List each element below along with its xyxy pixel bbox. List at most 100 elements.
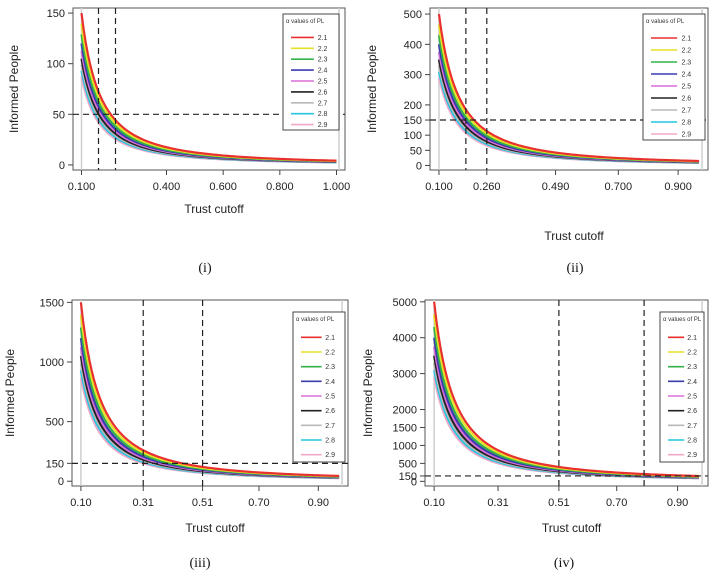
series-line-2.1 xyxy=(433,301,699,478)
y-axis-label: Informed People xyxy=(365,45,379,133)
x-axis-label: Trust cutoff xyxy=(544,229,604,243)
legend-box xyxy=(282,13,340,131)
y-tick-label: 1000 xyxy=(393,440,417,452)
legend-label-2.8: 2.8 xyxy=(318,111,328,118)
x-tick-label: 0.400 xyxy=(153,181,181,193)
legend-label-2.8: 2.8 xyxy=(687,438,697,445)
legend-title: α values of PL xyxy=(646,19,685,25)
legend-label-2.5: 2.5 xyxy=(687,394,697,401)
series-line-2.1 xyxy=(79,302,340,478)
legend-label-2.7: 2.7 xyxy=(325,423,335,430)
legend-label-2.5: 2.5 xyxy=(681,84,691,91)
legend-title: α values of PL xyxy=(286,19,325,25)
legend-title: α values of PL xyxy=(296,317,335,323)
y-tick-label: 500 xyxy=(399,458,417,470)
x-tick-label: 0.700 xyxy=(605,181,633,193)
chart-panel-1: 0 50 100 150 0.100 0.400 0.600 0.800 1.000 α valu… xyxy=(7,7,351,276)
y-tick-label: 150 xyxy=(46,458,64,470)
legend-label-2.1: 2.1 xyxy=(325,335,335,342)
legend-label-2.1: 2.1 xyxy=(318,35,328,42)
legend-label-2.6: 2.6 xyxy=(318,89,328,96)
y-tick-label: 1500 xyxy=(40,297,64,309)
x-tick-label: 0.70 xyxy=(606,497,627,509)
y-axis-label: Informed People xyxy=(361,349,375,437)
legend: α values of PL 2.1 2.2 2.3 2.4 2.5 2.6 2.7 2.8 2.… xyxy=(642,13,706,141)
x-axis-label: Trust cutoff xyxy=(542,521,602,535)
x-tick-label: 0.490 xyxy=(542,181,570,193)
y-tick-label: 0 xyxy=(416,160,422,172)
y-tick-label: 4000 xyxy=(393,333,417,345)
y-tick-label: 400 xyxy=(404,39,422,51)
x-tick-label: 0.100 xyxy=(425,181,453,193)
y-tick-label: 1500 xyxy=(393,422,417,434)
x-tick-label: 0.31 xyxy=(133,497,154,509)
y-tick-label: 1000 xyxy=(40,357,64,369)
x-tick-label: 1.000 xyxy=(323,181,351,193)
legend-label-2.6: 2.6 xyxy=(325,408,335,415)
x-tick-label: 0.100 xyxy=(68,181,96,193)
chart-panel-2: 0 50 100 150 200 300 400 500 0.100 0.260 0.490 0.70… xyxy=(365,7,709,276)
x-tick-label: 0.800 xyxy=(266,181,294,193)
panel-caption: (ii) xyxy=(566,261,583,276)
legend: α values of PL 2.1 2.2 2.3 2.4 2.5 2.6 2.7 2.8 2.… xyxy=(292,311,346,463)
y-tick-label: 200 xyxy=(404,100,422,112)
legend-label-2.6: 2.6 xyxy=(687,408,697,415)
x-axis-label: Trust cutoff xyxy=(185,521,245,535)
x-tick-label: 0.600 xyxy=(209,181,237,193)
legend-label-2.4: 2.4 xyxy=(687,379,697,386)
legend-label-2.3: 2.3 xyxy=(325,364,335,371)
legend-label-2.5: 2.5 xyxy=(325,394,335,401)
y-axis-label: Informed People xyxy=(7,45,21,133)
legend-label-2.1: 2.1 xyxy=(681,36,691,43)
legend-label-2.4: 2.4 xyxy=(325,379,335,386)
y-tick-label: 5000 xyxy=(393,297,417,309)
legend-label-2.2: 2.2 xyxy=(687,350,697,357)
y-tick-label: 500 xyxy=(46,417,64,429)
y-tick-label: 100 xyxy=(47,59,65,71)
panel-caption: (iv) xyxy=(554,556,575,571)
x-tick-label: 0.260 xyxy=(473,181,501,193)
y-tick-label: 150 xyxy=(47,8,65,20)
legend-label-2.2: 2.2 xyxy=(325,350,335,357)
legend-label-2.7: 2.7 xyxy=(681,108,691,115)
x-tick-label: 0.31 xyxy=(487,497,508,509)
legend-label-2.1: 2.1 xyxy=(687,335,697,342)
legend-label-2.3: 2.3 xyxy=(681,60,691,67)
legend-label-2.4: 2.4 xyxy=(318,68,328,75)
y-tick-label: 2000 xyxy=(393,405,417,417)
legend-box xyxy=(642,13,706,141)
y-tick-label: 0 xyxy=(59,160,65,172)
legend-label-2.7: 2.7 xyxy=(687,423,697,430)
series-line-2.1 xyxy=(437,13,700,163)
y-tick-label: 50 xyxy=(410,145,422,157)
series-line-2.1 xyxy=(80,12,337,162)
legend-label-2.6: 2.6 xyxy=(681,96,691,103)
y-axis-label: Informed People xyxy=(3,349,17,437)
chart-panel-3: 0 150 500 1000 1500 0.10 0.31 0.51 0.70 0.90 α val… xyxy=(3,297,349,571)
x-tick-label: 0.51 xyxy=(548,497,569,509)
x-tick-label: 0.51 xyxy=(192,497,213,509)
y-tick-label: 150 xyxy=(399,471,417,483)
y-tick-label: 500 xyxy=(404,9,422,21)
x-tick-label: 0.90 xyxy=(308,497,329,509)
legend-label-2.3: 2.3 xyxy=(318,57,328,64)
y-tick-label: 300 xyxy=(404,70,422,82)
legend-label-2.2: 2.2 xyxy=(681,48,691,55)
x-tick-label: 0.90 xyxy=(667,497,688,509)
y-tick-label: 50 xyxy=(53,109,65,121)
legend-label-2.9: 2.9 xyxy=(318,122,328,129)
y-tick-label: 3000 xyxy=(393,369,417,381)
panel-caption: (i) xyxy=(198,261,212,276)
legend-label-2.9: 2.9 xyxy=(687,452,697,459)
legend-label-2.7: 2.7 xyxy=(318,100,328,107)
x-tick-label: 0.10 xyxy=(423,497,444,509)
x-tick-label: 0.10 xyxy=(70,497,91,509)
legend-label-2.9: 2.9 xyxy=(325,452,335,459)
legend: α values of PL 2.1 2.2 2.3 2.4 2.5 2.6 2.7 2.8 2.… xyxy=(282,13,340,131)
y-tick-label: 100 xyxy=(404,130,422,142)
legend-label-2.5: 2.5 xyxy=(318,79,328,86)
y-tick-label: 150 xyxy=(404,115,422,127)
x-axis-label: Trust cutoff xyxy=(184,202,244,216)
